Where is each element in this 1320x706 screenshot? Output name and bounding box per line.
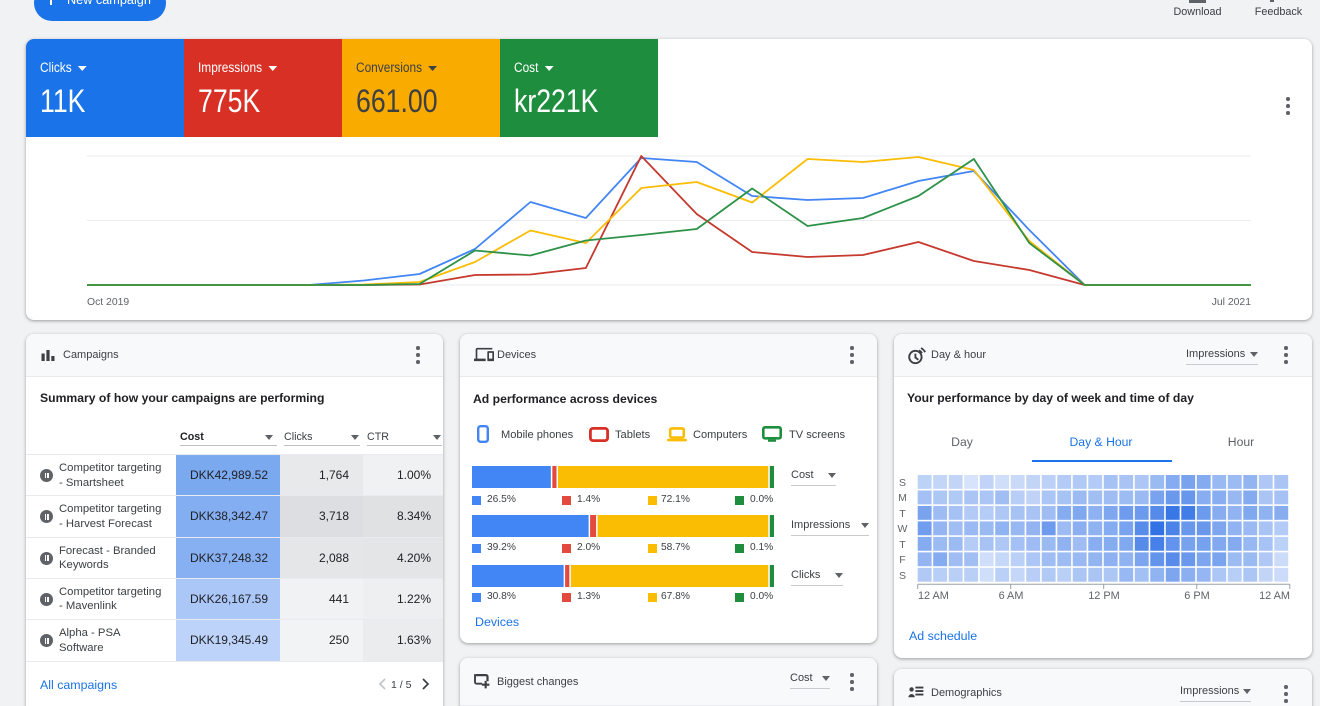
- svg-text:Jul 2021: Jul 2021: [1212, 297, 1252, 308]
- svg-text:Oct 2019: Oct 2019: [87, 297, 129, 308]
